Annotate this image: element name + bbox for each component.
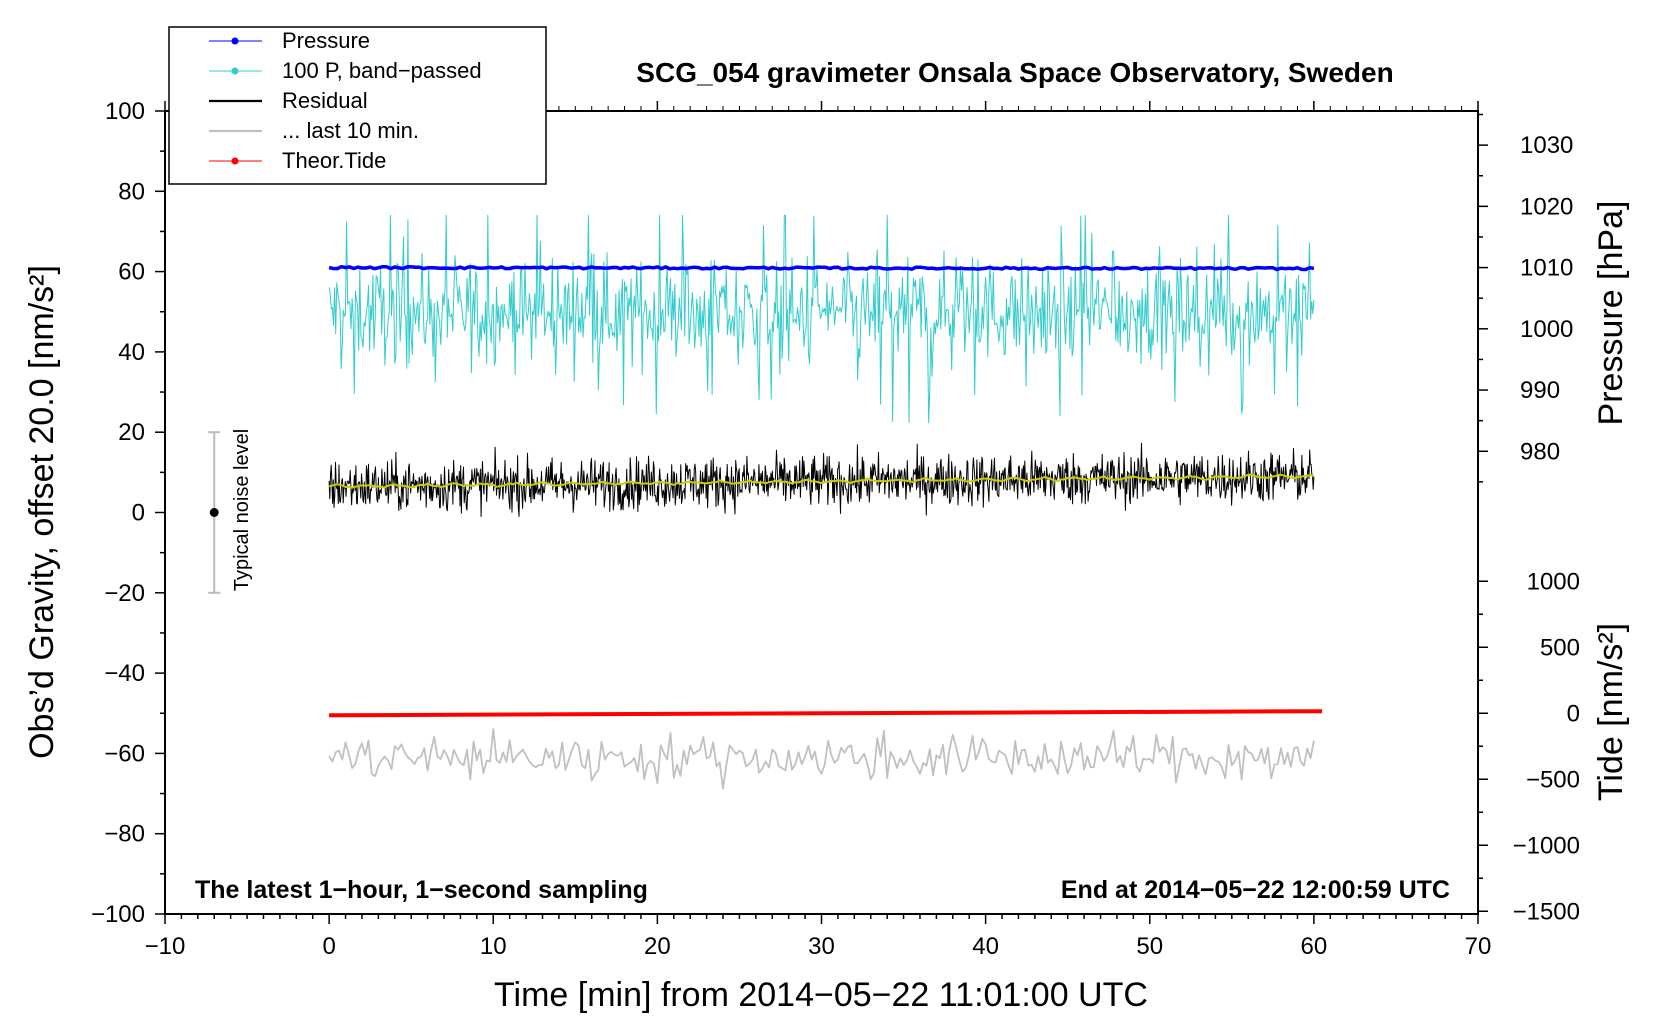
y-tick-label: 100 (105, 98, 145, 125)
x-tick-label: 10 (480, 933, 507, 960)
plot-frame (164, 110, 1479, 915)
tide-tick-label: −500 (1526, 766, 1580, 793)
y-axis-label-left: Obs’d Gravity, offset 20.0 [nm/s²] (23, 265, 61, 759)
x-axis-label: Time [min] from 2014−05−22 11:01:00 UTC (494, 976, 1148, 1014)
x-tick-label: 20 (644, 933, 671, 960)
y-tick-label: −40 (104, 660, 145, 687)
tide-tick-labels: 1000 500 0 −500 −1000 −1500 (1513, 568, 1580, 925)
series-residual (328, 442, 1315, 517)
y-tick-label: −20 (104, 580, 145, 607)
y-tick-label: 40 (118, 339, 145, 366)
x-tick-label: 50 (1136, 933, 1163, 960)
noise-label: Typical noise level (231, 429, 253, 591)
pressure-tick-label: 1010 (1520, 255, 1573, 282)
y-tick-label: −100 (91, 901, 145, 928)
series-theoretical-tide (329, 709, 1323, 718)
series-pressure (328, 264, 1315, 272)
y-axis-label-pressure: Pressure [hPa] (1592, 201, 1630, 426)
annotation-sampling: The latest 1−hour, 1−second sampling (195, 876, 648, 904)
annotation-end-time: End at 2014−05−22 12:00:59 UTC (1061, 876, 1450, 904)
tide-tick-label: 500 (1540, 634, 1580, 661)
y-tick-label: 0 (132, 500, 145, 527)
series-residual-smoothed (328, 473, 1315, 489)
legend-label: ... last 10 min. (282, 118, 419, 143)
pressure-tick-label: 1020 (1520, 193, 1573, 220)
noise-bar (208, 431, 221, 594)
y-tick-label: 20 (118, 419, 145, 446)
x-tick-label: 0 (322, 933, 335, 960)
series-band-passed-pressure (328, 214, 1315, 424)
legend-box (168, 26, 547, 185)
x-tick-label: 40 (972, 933, 999, 960)
pressure-tick-label: 990 (1520, 377, 1560, 404)
y-tick-labels: 100 80 60 40 20 0 −20 −40 −60 −80 −100 (91, 98, 145, 928)
legend-swatch-marker (231, 37, 239, 45)
legend: Pressure 100 P, band−passed Residual ... la… (168, 26, 547, 185)
x-tick-label: 60 (1301, 933, 1328, 960)
legend-swatch-marker (231, 157, 239, 165)
y-tick-label: 60 (118, 259, 145, 286)
tide-tick-label: −1000 (1513, 832, 1580, 859)
x-tick-label: 70 (1465, 933, 1492, 960)
pressure-tick-label: 1030 (1520, 132, 1573, 159)
y-tick-label: −60 (104, 740, 145, 767)
x-tick-label: 30 (808, 933, 835, 960)
x-tick-label: −10 (145, 933, 186, 960)
x-tick-labels: −10 0 10 20 30 40 50 60 70 (145, 933, 1492, 960)
legend-swatch-marker (231, 67, 239, 75)
pressure-tick-labels: 1030 1020 1010 1000 990 980 (1520, 132, 1573, 465)
pressure-tick-label: 1000 (1520, 316, 1573, 343)
y-axis-label-tide: Tide [nm/s²] (1592, 623, 1630, 801)
pressure-tick-label: 980 (1520, 438, 1560, 465)
legend-label: Theor.Tide (282, 148, 386, 173)
legend-label: Residual (282, 88, 368, 113)
tide-tick-label: 0 (1567, 700, 1580, 727)
y-tick-label: −80 (104, 821, 145, 848)
noise-bar-center-dot (209, 508, 219, 517)
series-last-10-min (328, 728, 1315, 790)
legend-label: Pressure (282, 28, 370, 53)
chart-title: SCG_054 gravimeter Onsala Space Observat… (636, 57, 1393, 88)
series-layer (328, 214, 1323, 790)
legend-label: 100 P, band−passed (282, 58, 482, 83)
axis-ticks (155, 101, 1488, 924)
y-tick-label: 80 (118, 178, 145, 205)
tide-tick-label: −1500 (1513, 898, 1580, 925)
tide-tick-label: 1000 (1527, 568, 1580, 595)
